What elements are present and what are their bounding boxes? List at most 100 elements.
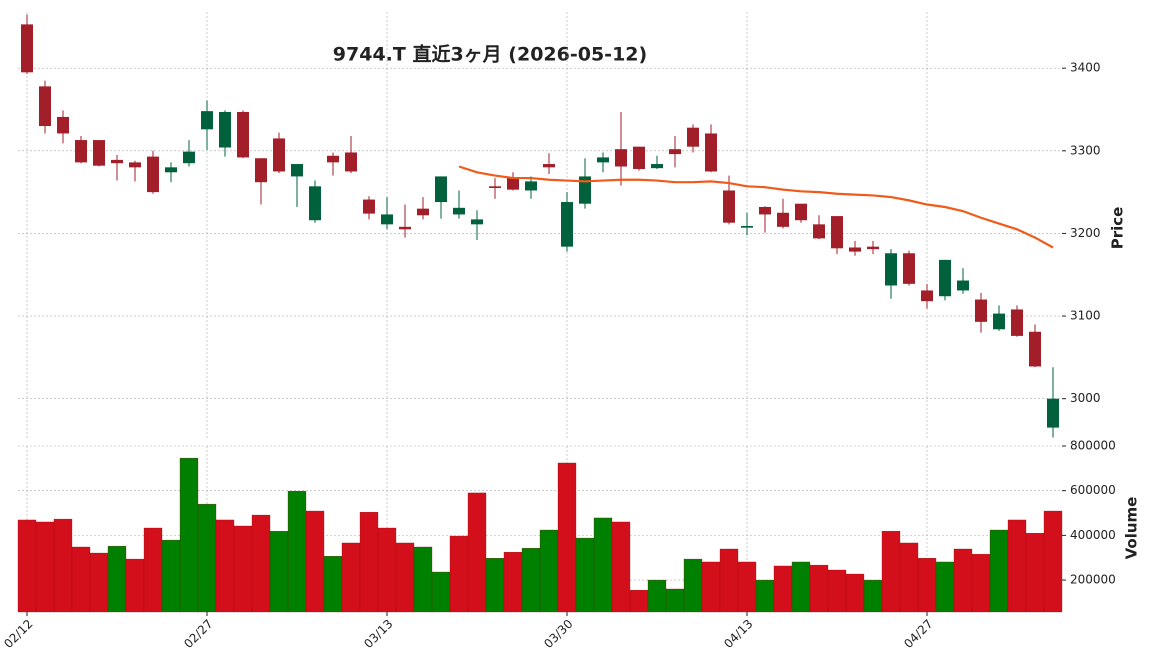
candle-body: [183, 151, 195, 164]
candle-body: [399, 226, 411, 230]
candle-body: [1047, 398, 1059, 428]
candle-body: [489, 186, 501, 188]
candle-body: [939, 259, 951, 297]
candle-body: [957, 280, 969, 291]
x-tick-label: 04/27: [901, 617, 935, 651]
volume-bar: [647, 579, 667, 613]
volume-bar: [161, 539, 181, 613]
volume-bar: [1043, 510, 1063, 613]
candle-body: [363, 199, 375, 214]
volume-bar: [935, 561, 955, 613]
volume-bar: [881, 530, 901, 613]
volume-bar: [611, 521, 631, 613]
candle-body: [147, 156, 159, 193]
candle-body: [219, 111, 231, 148]
candle-body: [741, 226, 753, 228]
x-tick-label: 03/30: [541, 617, 575, 651]
volume-bar: [269, 530, 289, 613]
volume-bar: [323, 555, 343, 613]
candle-body: [255, 158, 267, 183]
volume-bar: [377, 527, 397, 613]
volume-bar: [485, 558, 505, 613]
volume-bar: [107, 545, 127, 613]
candle-body: [669, 149, 681, 155]
volume-bar: [737, 561, 757, 613]
candle-body: [435, 176, 447, 203]
volume-bar: [575, 537, 595, 613]
x-tick-label: 03/13: [361, 617, 395, 651]
candle-body: [75, 140, 87, 163]
volume-bar: [971, 553, 991, 613]
candle-body: [615, 149, 627, 167]
volume-bar: [89, 552, 109, 613]
candle-body: [453, 207, 465, 215]
volume-bar: [53, 518, 73, 613]
volume-bar: [35, 521, 55, 613]
candle-body: [759, 206, 771, 215]
candle-body: [849, 247, 861, 252]
volume-tick-label: 200000: [1070, 573, 1116, 587]
volume-bar: [899, 542, 919, 613]
candle-body: [795, 203, 807, 221]
volume-bar: [845, 573, 865, 613]
y-tick-label: 3400: [1070, 61, 1101, 75]
candle-body: [651, 164, 663, 169]
candle-body: [867, 246, 879, 250]
volume-tick-label: 400000: [1070, 528, 1116, 542]
volume-bar: [791, 561, 811, 613]
candle-body: [165, 167, 177, 173]
volume-bar: [917, 558, 937, 613]
volume-bar: [1007, 519, 1027, 613]
candle-body: [111, 159, 123, 164]
volume-bar: [755, 579, 775, 613]
candle-body: [57, 116, 69, 134]
volume-bar: [413, 546, 433, 613]
candle-body: [1029, 331, 1041, 367]
candle-body: [597, 157, 609, 163]
volume-bar: [773, 565, 793, 613]
y-tick-label: 3200: [1070, 226, 1101, 240]
volume-bar: [827, 569, 847, 613]
volume-bar: [341, 542, 361, 613]
volume-bar: [629, 589, 649, 613]
candle-body: [381, 214, 393, 225]
volume-bar: [251, 514, 271, 613]
candle-body: [327, 155, 339, 163]
volume-bar: [809, 564, 829, 613]
candle-body: [813, 224, 825, 239]
volume-bar: [701, 561, 721, 613]
candle-body: [831, 216, 843, 249]
volume-bar: [539, 529, 559, 613]
volume-bar: [953, 548, 973, 613]
volume-bar: [467, 492, 487, 613]
volume-bar: [1025, 532, 1045, 613]
volume-bar: [179, 457, 199, 613]
volume-bar: [17, 519, 37, 613]
candle-body: [975, 299, 987, 322]
candle-body: [777, 212, 789, 227]
volume-bar: [233, 525, 253, 613]
volume-bar: [665, 588, 685, 613]
candle-body: [237, 111, 249, 158]
volume-tick-label: 600000: [1070, 483, 1116, 497]
x-tick-label: 02/12: [1, 617, 35, 651]
candle-body: [93, 140, 105, 166]
candle-body: [921, 290, 933, 302]
volume-bar: [395, 542, 415, 613]
candle-body: [525, 181, 537, 191]
candle-body: [309, 186, 321, 221]
y-tick-label: 3300: [1070, 143, 1101, 157]
volume-bar: [521, 547, 541, 613]
y-tick-label: 3000: [1070, 391, 1101, 405]
candle-body: [417, 208, 429, 216]
volume-bar: [215, 519, 235, 613]
volume-bar: [593, 517, 613, 613]
volume-bar: [431, 571, 451, 613]
candle-body: [723, 190, 735, 223]
candle-body: [273, 138, 285, 172]
candle-body: [561, 202, 573, 247]
volume-bar: [287, 490, 307, 613]
candle-body: [345, 152, 357, 172]
y-tick-label: 3100: [1070, 309, 1101, 323]
